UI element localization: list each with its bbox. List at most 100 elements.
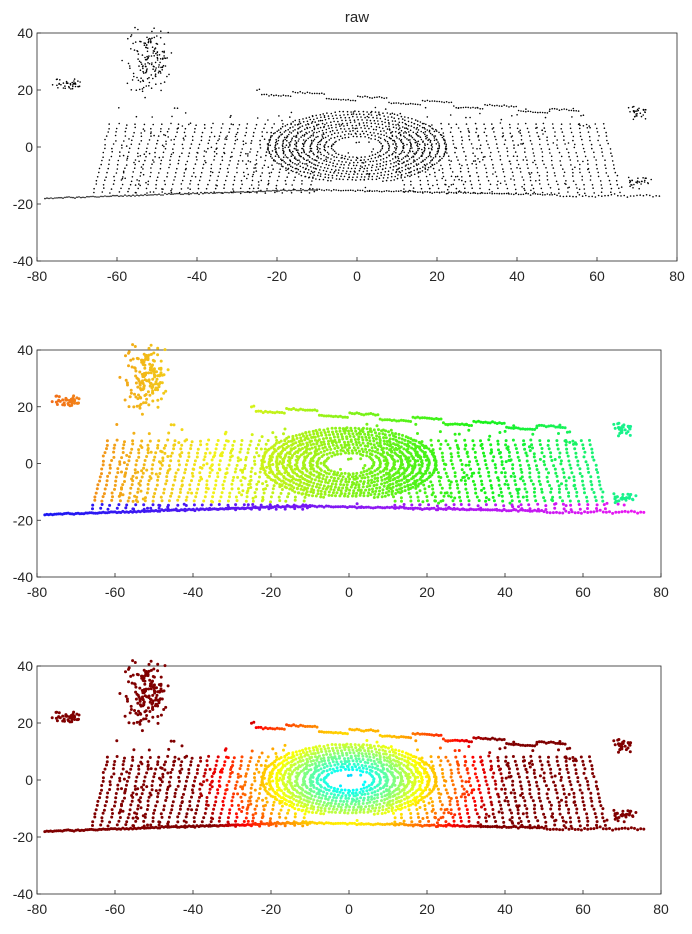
data-point xyxy=(385,125,387,128)
data-point xyxy=(287,167,290,170)
data-point xyxy=(415,132,417,135)
data-point xyxy=(408,463,412,467)
data-point xyxy=(476,148,478,150)
data-point xyxy=(194,176,197,178)
data-point xyxy=(373,446,377,449)
data-point xyxy=(158,54,161,56)
data-point xyxy=(96,176,99,178)
data-point xyxy=(226,191,228,194)
data-point xyxy=(369,442,373,446)
data-point xyxy=(108,195,110,198)
data-point xyxy=(617,510,621,514)
data-point xyxy=(156,59,159,61)
data-point xyxy=(413,159,415,161)
data-point xyxy=(578,472,582,475)
data-point xyxy=(407,117,410,119)
data-point xyxy=(370,169,373,172)
data-point xyxy=(116,471,120,475)
data-point xyxy=(528,509,532,513)
data-point xyxy=(212,192,214,195)
data-point xyxy=(204,127,206,129)
data-point xyxy=(251,503,255,506)
data-point xyxy=(554,131,556,133)
data-point xyxy=(540,148,543,150)
data-point xyxy=(492,127,495,129)
data-point xyxy=(164,134,167,137)
data-point xyxy=(491,123,493,125)
data-point xyxy=(121,446,125,450)
data-point xyxy=(350,412,354,415)
data-point xyxy=(426,99,429,102)
data-point xyxy=(331,133,333,136)
data-point xyxy=(145,150,148,153)
data-point xyxy=(305,124,307,126)
data-point xyxy=(357,95,359,97)
data-point xyxy=(290,475,294,479)
data-point xyxy=(282,475,286,479)
data-point xyxy=(187,187,189,189)
data-point xyxy=(289,159,292,162)
data-point xyxy=(194,163,197,165)
data-point xyxy=(298,433,302,437)
data-point xyxy=(299,122,302,125)
data-point xyxy=(508,123,511,126)
data-point xyxy=(324,504,328,508)
data-point xyxy=(280,134,282,136)
data-point xyxy=(350,449,354,453)
data-point xyxy=(448,446,452,450)
data-point xyxy=(188,192,190,194)
data-point xyxy=(324,173,327,175)
data-point xyxy=(536,502,540,506)
data-point xyxy=(340,472,344,475)
data-point xyxy=(195,491,199,495)
data-point xyxy=(311,158,314,160)
data-point xyxy=(590,483,594,487)
data-point xyxy=(403,438,407,442)
data-point xyxy=(639,112,642,114)
data-point xyxy=(254,409,258,413)
data-point xyxy=(402,190,405,193)
data-point xyxy=(376,114,378,117)
data-point xyxy=(270,458,273,462)
data-point xyxy=(279,131,282,134)
data-point xyxy=(242,171,245,174)
data-point xyxy=(134,463,138,467)
data-point xyxy=(377,172,379,175)
data-point xyxy=(231,443,235,447)
data-point xyxy=(227,463,231,467)
data-point xyxy=(444,439,448,443)
data-point xyxy=(249,161,252,163)
data-point xyxy=(445,145,448,147)
data-point xyxy=(242,503,246,507)
data-point xyxy=(560,128,562,130)
data-point xyxy=(266,475,270,479)
data-point xyxy=(415,479,419,482)
data-point xyxy=(373,172,375,175)
data-point xyxy=(250,140,253,142)
data-point xyxy=(205,483,209,487)
data-point xyxy=(453,192,455,194)
data-point xyxy=(349,485,353,489)
data-point xyxy=(375,434,379,438)
data-point xyxy=(72,85,74,88)
data-point xyxy=(356,176,358,178)
data-point xyxy=(490,486,494,490)
data-point xyxy=(197,187,200,190)
data-point xyxy=(563,426,567,430)
data-point xyxy=(599,487,603,491)
data-point xyxy=(444,507,448,511)
data-point xyxy=(485,466,489,470)
data-point xyxy=(346,110,349,113)
data-point xyxy=(364,95,366,97)
data-point xyxy=(142,194,144,197)
data-point xyxy=(373,473,377,477)
data-point xyxy=(499,158,502,161)
data-point xyxy=(322,495,326,499)
data-point xyxy=(296,151,299,154)
data-point xyxy=(414,103,417,105)
data-point xyxy=(70,88,72,90)
data-point xyxy=(385,446,389,450)
data-point xyxy=(367,505,370,509)
data-point xyxy=(298,138,300,140)
data-point xyxy=(586,511,590,514)
